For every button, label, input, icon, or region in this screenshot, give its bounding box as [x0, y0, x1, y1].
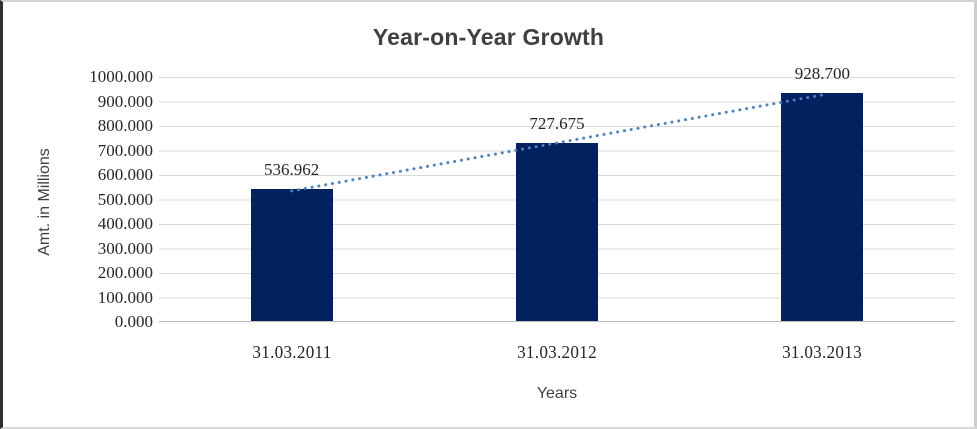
bar-2013 — [781, 93, 864, 321]
y-tick-label: 400.000 — [97, 214, 153, 233]
y-tick-label: 300.000 — [97, 238, 153, 258]
bar-slot-2013: 928.700 — [690, 64, 955, 321]
x-axis-category-labels: 31.03.2011 31.03.2012 31.03.2013 — [159, 342, 955, 364]
x-label-2011: 31.03.2011 — [252, 342, 332, 362]
data-label-2013: 928.700 — [794, 64, 850, 84]
y-axis-tick-labels: 1000.000 900.000 800.000 700.000 600.000… — [31, 66, 153, 333]
y-tick-label: 600.000 — [97, 165, 153, 184]
x-label-2012: 31.03.2012 — [517, 342, 597, 362]
y-tick-label: 100.000 — [97, 287, 153, 307]
y-tick-label: 0.000 — [114, 312, 153, 331]
y-tick-label: 1000.000 — [89, 67, 153, 86]
bar-2011 — [250, 189, 333, 321]
bar-slot-2012: 727.675 — [424, 77, 689, 321]
y-tick-label: 900.000 — [97, 91, 153, 111]
y-tick-label: 700.000 — [97, 140, 153, 160]
trendline-dotted — [290, 93, 824, 193]
chart-area: Year-on-Year Growth Amt. in Millions 100… — [3, 2, 974, 427]
trendline — [290, 93, 824, 193]
bar-2012 — [515, 142, 598, 321]
y-tick-label: 500.000 — [97, 189, 153, 209]
data-label-2012: 727.675 — [529, 113, 585, 133]
x-axis-title: Years — [536, 385, 578, 402]
plot-area: 536.962 727.675 928.700 — [159, 64, 955, 322]
chart-title: Year-on-Year Growth — [372, 24, 605, 50]
data-label-2011: 536.962 — [264, 160, 320, 180]
y-tick-label: 800.000 — [97, 116, 153, 135]
bar-slot-2011: 536.962 — [159, 77, 424, 321]
x-label-2013: 31.03.2013 — [782, 342, 863, 362]
y-tick-label: 200.000 — [97, 263, 153, 282]
